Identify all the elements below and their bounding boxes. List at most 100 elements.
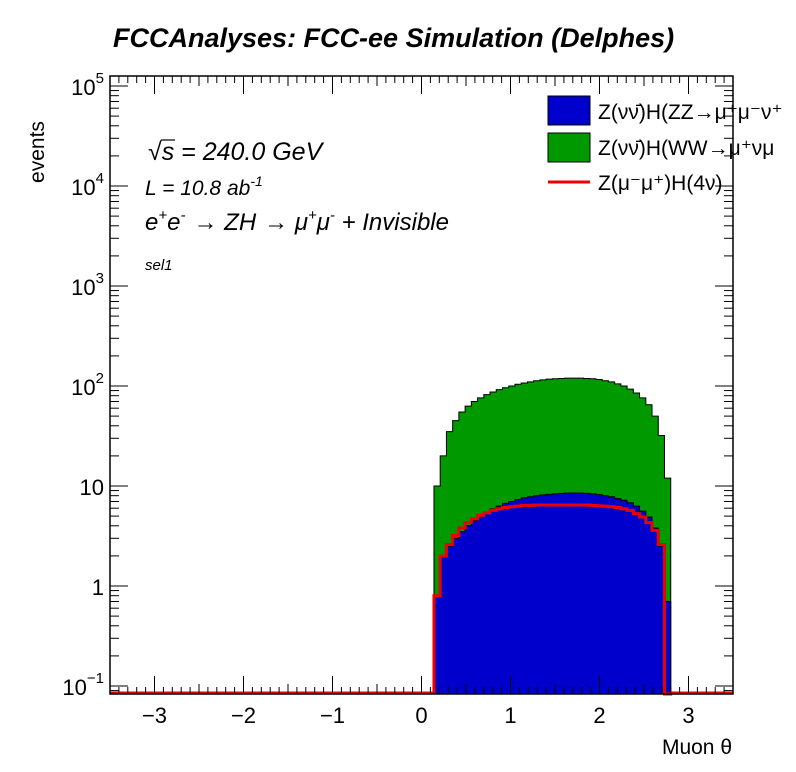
x-tick-label: −3 xyxy=(142,703,167,728)
bar-zz-23 xyxy=(564,493,572,694)
x-tick-label: 2 xyxy=(593,703,605,728)
lumi-text: L = 10.8 ab xyxy=(145,177,251,200)
sqrt-s-text: s xyxy=(162,138,175,166)
y-tick-exp: 3 xyxy=(96,270,104,287)
bar-zz-9 xyxy=(477,516,485,694)
y-tick-base: 10 xyxy=(71,275,95,300)
chart-title: FCCAnalyses: FCC-ee Simulation (Delphes) xyxy=(113,23,674,53)
lumi-exp: -1 xyxy=(250,173,262,189)
y-tick-label: 102 xyxy=(71,370,104,400)
proc-tail: + Invisible xyxy=(335,209,449,236)
bar-zz-30 xyxy=(608,496,616,694)
bar-zz-33 xyxy=(627,502,634,694)
series-zz-group xyxy=(110,492,733,694)
y-axis-label: events xyxy=(26,121,49,183)
bar-zz-32 xyxy=(620,500,628,694)
x-axis-ticks: −3 −2 −1 0 1 2 3 xyxy=(109,76,734,728)
proc-mu2: μ xyxy=(316,209,330,236)
bar-zz-13 xyxy=(502,503,510,694)
series-ww-outline xyxy=(110,377,733,694)
y-tick-label: 10−1 xyxy=(62,670,104,700)
y-tick-label: 105 xyxy=(71,70,104,100)
proc-zh: → ZH xyxy=(193,209,256,236)
bar-ww-39 xyxy=(664,478,672,694)
bar-zz-25 xyxy=(577,493,584,694)
x-axis-label: Muon θ xyxy=(662,736,732,759)
x-tick-label: 0 xyxy=(415,703,427,728)
legend-swatch-ww xyxy=(547,132,591,163)
bar-zz-22 xyxy=(558,493,566,694)
proc-mu1-sup: + xyxy=(308,207,317,224)
annotation-sqrt-s: √s = 240.0 GeV xyxy=(148,138,325,166)
y-tick-exp: 4 xyxy=(96,170,104,187)
proc-e1: e xyxy=(145,209,158,236)
y-tick-exp: −1 xyxy=(87,670,104,687)
legend-label-4nu: Z(μ⁻μ⁺)H(4ν) xyxy=(598,172,723,195)
bar-zz-8 xyxy=(471,520,478,694)
bar-zz-2 xyxy=(433,595,441,694)
bar-zz-20 xyxy=(546,494,553,694)
bar-zz-12 xyxy=(496,506,503,694)
bar-zz-21 xyxy=(552,493,559,694)
legend-label-zz: Z(νν̄)H(ZZ→μ⁺μ⁻ν⁺ xyxy=(598,101,783,124)
bar-zz-26 xyxy=(583,493,591,694)
bar-zz-31 xyxy=(614,498,622,694)
bar-zz-15 xyxy=(514,499,522,694)
annotation-lumi: L = 10.8 ab-1 xyxy=(145,173,263,200)
x-tick-label: −2 xyxy=(231,703,256,728)
series-4nu-line xyxy=(110,503,733,696)
legend-swatch-zz xyxy=(547,95,591,126)
annotation-block: √s = 240.0 GeV L = 10.8 ab-1 e+e- → ZH → μ… xyxy=(145,138,449,274)
legend: Z(νν̄)H(ZZ→μ⁺μ⁻ν⁺ Z(νν̄)H(WW→μ⁺νμ Z(μ⁻μ⁺… xyxy=(547,95,783,195)
y-tick-label: 1 xyxy=(92,575,104,600)
bar-zz-10 xyxy=(483,511,491,694)
bar-zz-5 xyxy=(452,538,460,694)
bar-zz-7 xyxy=(465,525,472,694)
bar-zz-27 xyxy=(589,493,597,694)
bar-zz-19 xyxy=(539,494,547,694)
bar-zz-35 xyxy=(639,511,647,694)
legend-label-ww: Z(νν̄)H(WW→μ⁺νμ xyxy=(598,137,774,160)
bar-zz-36 xyxy=(645,516,653,694)
y-tick-base: 10 xyxy=(71,75,95,100)
x-tick-label: 3 xyxy=(682,703,694,728)
bar-zz-34 xyxy=(633,506,640,694)
bar-zz-16 xyxy=(521,497,528,694)
y-tick-exp: 2 xyxy=(96,370,104,387)
proc-e2-sup: - xyxy=(180,207,185,224)
proc-mu2-sup: - xyxy=(330,207,335,224)
annotation-process: e+e- → ZH → μ+μ- + Invisible xyxy=(145,207,449,236)
x-tick-label: −1 xyxy=(320,703,345,728)
bar-zz-18 xyxy=(533,495,541,694)
bar-zz-17 xyxy=(527,496,535,694)
bar-zz-11 xyxy=(490,508,497,694)
sqrt-symbol: √ xyxy=(148,138,162,166)
bar-zz-6 xyxy=(458,531,466,694)
proc-e1-sup: + xyxy=(158,207,167,224)
y-tick-base: 10 xyxy=(71,375,95,400)
bar-zz-24 xyxy=(571,493,578,694)
bar-zz-38 xyxy=(658,546,665,694)
proc-e2: e xyxy=(167,209,180,236)
bar-zz-28 xyxy=(595,494,603,694)
energy-text: = 240.0 GeV xyxy=(174,138,324,166)
annotation-selection: sel1 xyxy=(145,257,173,274)
bar-zz-14 xyxy=(508,501,516,694)
y-tick-label: 104 xyxy=(71,170,104,200)
bar-zz-37 xyxy=(652,528,659,694)
y-tick-base: 10 xyxy=(71,175,95,200)
bar-ww-2 xyxy=(433,486,441,694)
bar-zz-39 xyxy=(664,601,672,694)
y-tick-label: 103 xyxy=(71,270,104,300)
x-tick-label: 1 xyxy=(504,703,516,728)
bar-zz-29 xyxy=(602,495,609,694)
y-tick-base: 10 xyxy=(62,675,86,700)
bar-zz-3 xyxy=(440,555,447,694)
proc-mu1: → μ xyxy=(264,209,308,236)
y-tick-label: 10 xyxy=(80,475,104,500)
y-tick-exp: 5 xyxy=(96,70,104,87)
bar-zz-4 xyxy=(446,546,454,694)
